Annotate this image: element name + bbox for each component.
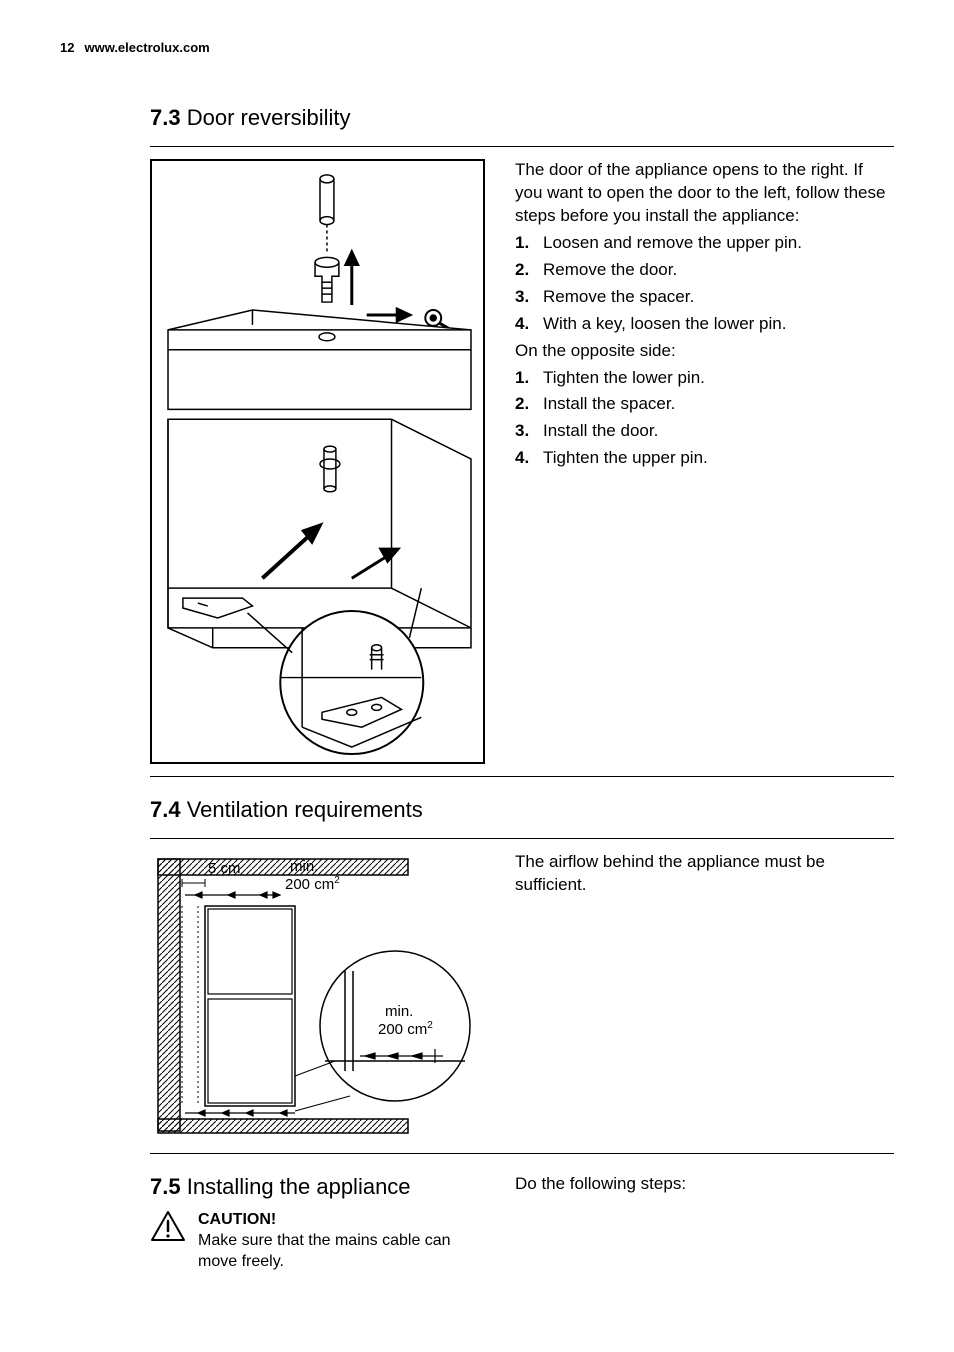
list-number: 4. [515,313,543,336]
divider [150,146,894,147]
section-7-4: 7.4 Ventilation requirements [60,797,894,1154]
min-label-top: min. [290,858,318,875]
ventilation-svg: 5 cm min. 200 cm2 [150,851,485,1141]
opposite-side-label: On the opposite side: [515,340,894,363]
header-url: www.electrolux.com [84,40,209,55]
svg-text:200 cm2: 200 cm2 [378,1020,433,1038]
list-number: 3. [515,420,543,443]
step-text: Install the door. [543,420,658,443]
caution-label: CAUTION! [198,1210,485,1231]
page-header: 12 www.electrolux.com [60,40,894,55]
ventilation-diagram: 5 cm min. 200 cm2 [150,851,485,1141]
step-text: Remove the door. [543,259,677,282]
section-7-3: 7.3 Door reversibility [60,105,894,777]
svg-text:200 cm2: 200 cm2 [285,875,340,893]
step-text: With a key, loosen the lower pin. [543,313,786,336]
list-number: 1. [515,232,543,255]
min-label-side: min. [385,1003,413,1020]
section-7-5-heading: 7.5 Installing the appliance [150,1174,485,1200]
step-text: Loosen and remove the upper pin. [543,232,802,255]
section-7-5-number: 7.5 [150,1174,181,1199]
divider [150,838,894,839]
area-label-side: 200 cm [378,1021,427,1038]
caution-text: Make sure that the mains cable can move … [198,1231,485,1273]
gap-label: 5 cm [208,860,241,877]
list-number: 1. [515,367,543,390]
area-label-top: 200 cm [285,876,334,893]
section-7-5: 7.5 Installing the appliance CAUTION! Ma… [60,1174,894,1272]
step-text: Remove the spacer. [543,286,694,309]
step-text: Install the spacer. [543,393,675,416]
page-number: 12 [60,40,74,55]
divider [150,776,894,777]
section-7-3-number: 7.3 [150,105,181,130]
section-7-4-body: The airflow behind the appliance must be… [515,851,894,897]
list-number: 4. [515,447,543,470]
step-text: Tighten the lower pin. [543,367,705,390]
section-7-5-right-text: Do the following steps: [515,1174,894,1194]
section-7-3-intro: The door of the appliance opens to the r… [515,159,894,228]
superscript: 2 [427,1020,433,1031]
steps-list-2: 1.Tighten the lower pin. 2.Install the s… [515,367,894,471]
divider [150,1153,894,1154]
door-reversibility-diagram [150,159,485,764]
step-text: Tighten the upper pin. [543,447,708,470]
section-7-4-title: Ventilation requirements [187,797,423,822]
list-number: 2. [515,259,543,282]
list-number: 2. [515,393,543,416]
section-7-4-number: 7.4 [150,797,181,822]
superscript: 2 [334,875,340,886]
list-number: 3. [515,286,543,309]
section-7-3-title: Door reversibility [187,105,351,130]
caution-block: CAUTION! Make sure that the mains cable … [150,1210,485,1272]
steps-list-1: 1.Loosen and remove the upper pin. 2.Rem… [515,232,894,336]
section-7-5-title: Installing the appliance [187,1174,411,1199]
section-7-3-heading: 7.3 Door reversibility [60,105,894,131]
caution-icon [150,1210,186,1247]
section-7-4-heading: 7.4 Ventilation requirements [60,797,894,823]
door-diagram-svg [152,161,487,762]
